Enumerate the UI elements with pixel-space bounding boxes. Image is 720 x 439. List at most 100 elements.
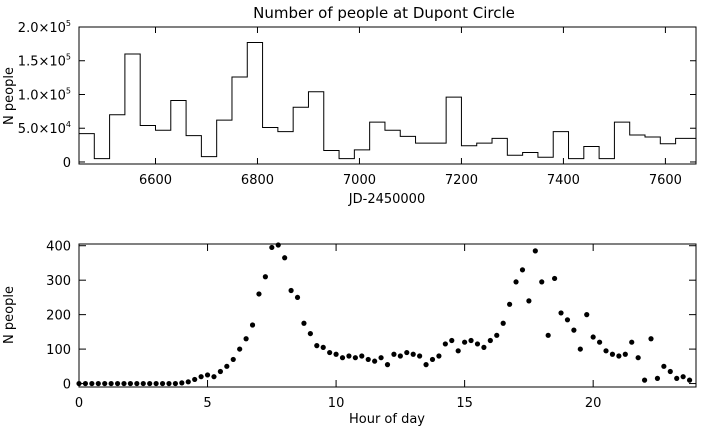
- scatter-point: [429, 356, 436, 363]
- histogram-frame: [78, 26, 697, 165]
- scatter-point: [282, 255, 288, 261]
- scatter-x-ticks: 0 5 10 15 20: [75, 244, 602, 411]
- scatter-point: [603, 348, 609, 354]
- scatter-point: [262, 274, 268, 280]
- scatter-point: [539, 279, 545, 285]
- scatter-point: [462, 339, 468, 345]
- scatter-point: [140, 380, 146, 387]
- scatter-point: [519, 267, 526, 273]
- scatter-point: [404, 349, 410, 356]
- scatter-point: [410, 351, 416, 357]
- scatter-x-tick-label: 5: [203, 396, 211, 411]
- scatter-point: [294, 294, 301, 301]
- scatter-point: [635, 355, 641, 361]
- scatter-y-ticks: 0 100 200 300 400: [46, 240, 696, 393]
- scatter-point: [474, 341, 481, 347]
- scatter-point: [571, 327, 577, 333]
- scatter-y-tick-label: 200: [46, 309, 71, 324]
- scatter-point: [365, 356, 371, 363]
- scatter-point: [661, 363, 667, 369]
- scatter-point: [121, 380, 127, 387]
- scatter-point: [667, 368, 673, 375]
- scatter-point: [314, 343, 320, 349]
- scatter-point: [680, 374, 686, 380]
- scatter-point: [468, 337, 474, 344]
- scatter-point: [641, 377, 648, 383]
- histogram-y-axis-label: N people: [2, 67, 17, 125]
- histogram-y-tick-label: 0: [63, 156, 71, 171]
- scatter-point: [134, 380, 140, 387]
- chart-title: Number of people at Dupont Circle: [253, 4, 515, 22]
- scatter-point: [114, 380, 121, 387]
- scatter-point: [179, 380, 185, 386]
- scatter-x-tick-label: 20: [585, 396, 602, 411]
- histogram-x-tick-label: 6600: [139, 173, 172, 188]
- scatter-point: [378, 355, 384, 361]
- scatter-x-tick-label: 0: [75, 396, 83, 411]
- scatter-point: [526, 298, 532, 304]
- scatter-frame: [78, 243, 697, 388]
- histogram-y-tick-label: 1.5×105: [18, 53, 71, 70]
- histogram-x-axis-label: JD-2450000: [348, 192, 425, 207]
- scatter-point: [108, 380, 114, 387]
- scatter-point: [256, 291, 262, 297]
- scatter-y-tick-label: 100: [46, 343, 71, 358]
- scatter-point: [455, 348, 461, 354]
- scatter-point: [269, 244, 275, 251]
- histogram-y-tick-label: 1.0×105: [18, 86, 71, 103]
- histogram-x-tick-label: 7400: [547, 173, 580, 188]
- scatter-point: [153, 380, 159, 387]
- scatter-point: [648, 336, 654, 342]
- scatter-point: [127, 380, 134, 387]
- scatter-point: [211, 374, 217, 380]
- scatter-point: [198, 374, 204, 380]
- scatter-point: [507, 301, 513, 307]
- scatter-point: [513, 279, 519, 285]
- scatter-point: [147, 380, 153, 387]
- scatter-point: [397, 353, 403, 359]
- scatter-point: [307, 330, 313, 337]
- scatter-point: [172, 380, 179, 387]
- scatter-y-tick-label: 400: [46, 240, 71, 255]
- scatter-point: [584, 312, 590, 318]
- scatter-point: [166, 380, 172, 387]
- scatter-point: [622, 351, 628, 357]
- scatter-point: [558, 310, 564, 316]
- scatter-point: [243, 336, 249, 342]
- scatter-point: [320, 344, 326, 350]
- scatter-point: [674, 375, 680, 381]
- scatter-point: [423, 362, 429, 368]
- scatter-point: [564, 317, 571, 323]
- scatter-point: [204, 372, 211, 378]
- histogram-y-tick-label: 5.0×104: [18, 120, 71, 137]
- scatter-point: [532, 248, 538, 254]
- scatter-point: [654, 375, 661, 381]
- scatter-point: [237, 346, 243, 352]
- scatter-point: [686, 377, 693, 383]
- scatter-y-tick-label: 0: [63, 378, 71, 393]
- histogram-y-ticks: 0 5.0×104 1.0×105 1.5×105 2.0×105: [18, 19, 696, 171]
- histogram-x-ticks: 6600 6800 7000 7200 7400 7600: [139, 27, 682, 188]
- histogram-panel: 6600 6800 7000 7200 7400 7600 0 5.0×104 1.0×105…: [2, 19, 697, 207]
- scatter-point: [417, 353, 423, 359]
- histogram-y-tick-label: 2.0×105: [18, 19, 71, 36]
- scatter-point: [616, 353, 622, 359]
- scatter-point: [301, 320, 307, 326]
- scatter-point: [436, 353, 442, 359]
- scatter-point: [217, 368, 223, 375]
- scatter-point: [159, 380, 166, 387]
- histogram-x-tick-label: 7000: [343, 173, 376, 188]
- scatter-point: [596, 339, 603, 345]
- scatter-point: [481, 344, 487, 350]
- scatter-points: [76, 242, 693, 387]
- scatter-point: [327, 349, 333, 356]
- scatter-point: [192, 376, 198, 383]
- scatter-point: [590, 334, 596, 340]
- scatter-point: [449, 337, 455, 344]
- scatter-point: [577, 346, 583, 352]
- scatter-x-tick-label: 10: [328, 396, 345, 411]
- scatter-point: [95, 380, 101, 387]
- scatter-point: [629, 339, 635, 345]
- scatter-panel: 0 5 10 15 20 0 100 200 300 400 Hour of day N peo…: [2, 240, 697, 427]
